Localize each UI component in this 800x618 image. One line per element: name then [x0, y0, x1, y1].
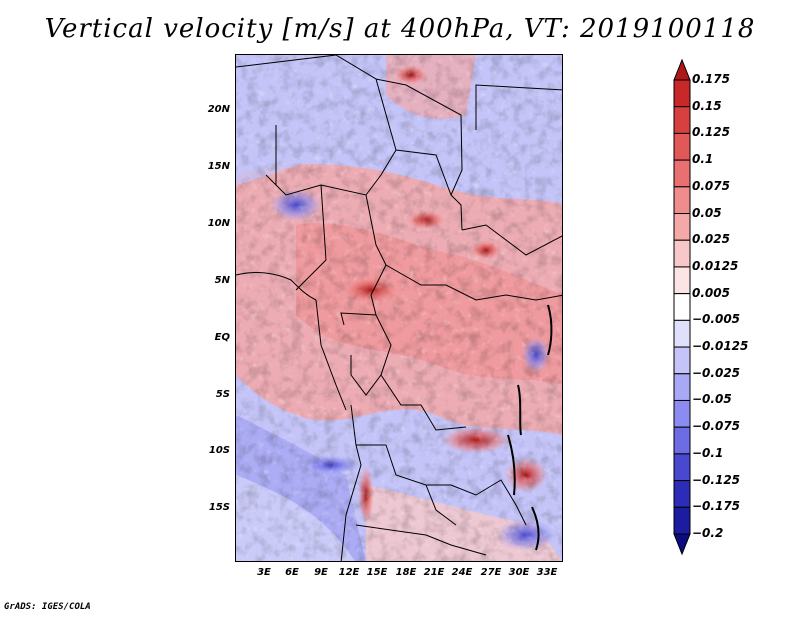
lon-label: 6E: [285, 567, 299, 578]
colorbar-tick-label: 0.15: [692, 98, 722, 113]
colorbar-top-triangle: [673, 58, 691, 81]
country-borders: [236, 55, 562, 561]
colorbar-segment: [673, 399, 691, 428]
colorbar-tick-label: 0.05: [692, 205, 722, 220]
lat-label: 15S: [208, 502, 230, 513]
colorbar-segment: [673, 239, 691, 268]
colorbar: [673, 58, 691, 556]
lat-label: 20N: [207, 104, 230, 115]
colorbar-segment: [673, 373, 691, 401]
colorbar-segment: [673, 480, 691, 508]
lon-label: 3E: [257, 567, 271, 578]
colorbar-tick-label: −0.175: [692, 499, 741, 514]
lat-label: 10N: [207, 218, 230, 229]
colorbar-segment: [673, 132, 691, 161]
colorbar-segment: [673, 79, 691, 108]
colorbar-segment: [673, 426, 691, 455]
lon-label: 15E: [366, 567, 388, 578]
lon-label: 24E: [451, 567, 473, 578]
lakes: [507, 304, 553, 551]
grads-credit: GrADS: IGES/COLA: [4, 602, 91, 612]
lon-label: 30E: [508, 567, 530, 578]
colorbar-bottom-triangle: [673, 533, 691, 556]
colorbar-tick-label: −0.075: [692, 419, 741, 434]
colorbar-segment: [673, 506, 691, 535]
vertical-velocity-field: [236, 55, 562, 561]
colorbar-tick-label: 0.075: [692, 178, 730, 193]
lat-label: 5N: [214, 275, 230, 286]
lat-label: 10S: [208, 445, 230, 456]
colorbar-tick-label: 0.1: [692, 152, 714, 167]
lon-label: 18E: [395, 567, 417, 578]
lon-label: 9E: [314, 567, 328, 578]
colorbar-tick-label: −0.2: [692, 526, 724, 540]
lon-label: 27E: [480, 567, 502, 578]
colorbar-segment: [673, 319, 691, 348]
lat-label: 15N: [207, 161, 230, 172]
colorbar-segment: [673, 186, 691, 215]
colorbar-tick-label: −0.0125: [692, 339, 749, 354]
colorbar-tick-label: 0.025: [692, 232, 730, 247]
colorbar-segment: [673, 453, 691, 482]
colorbar-tick-label: −0.005: [692, 312, 741, 327]
lat-label: EQ: [214, 332, 230, 343]
colorbar-segment: [673, 293, 691, 321]
colorbar-segment: [673, 159, 691, 188]
colorbar-segment: [673, 106, 691, 134]
lat-label: 5S: [215, 389, 230, 400]
colorbar-tick-label: 0.0125: [692, 258, 739, 273]
colorbar-segment: [673, 213, 691, 241]
colorbar-tick-label: −0.1: [692, 445, 724, 460]
colorbar-segment: [673, 266, 691, 295]
lon-label: 33E: [536, 567, 558, 578]
lon-label: 12E: [338, 567, 360, 578]
lon-label: 21E: [423, 567, 445, 578]
colorbar-tick-label: −0.125: [692, 472, 741, 487]
colorbar-tick-label: −0.05: [692, 392, 732, 407]
colorbar-tick-label: −0.025: [692, 365, 741, 380]
map-title: Vertical velocity [m/s] at 400hPa, VT: 2…: [44, 14, 756, 44]
colorbar-segment: [673, 346, 691, 375]
colorbar-tick-label: 0.175: [692, 72, 730, 86]
map-panel: [235, 54, 563, 562]
colorbar-tick-label: 0.005: [692, 285, 730, 300]
colorbar-tick-label: 0.125: [692, 125, 730, 140]
